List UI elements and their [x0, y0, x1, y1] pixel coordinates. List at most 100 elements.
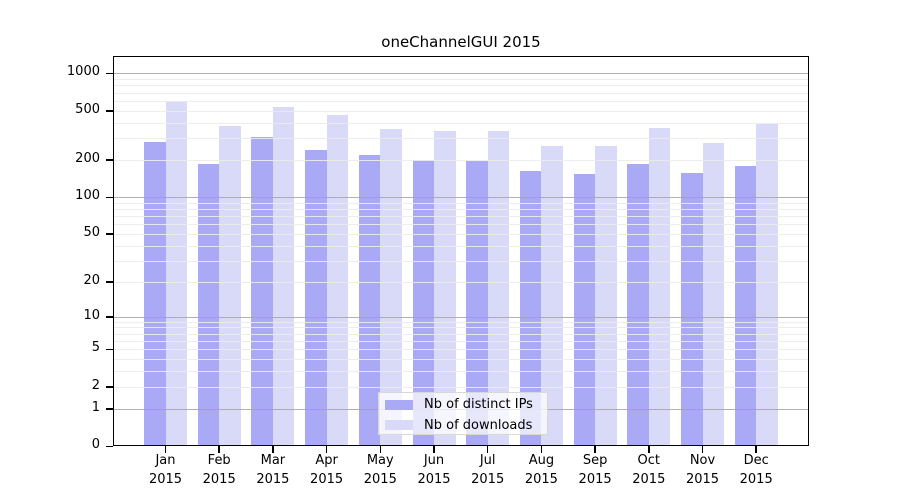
- y-tick: [106, 72, 113, 75]
- legend-item-distinct-ips: Nb of distinct IPs: [379, 396, 547, 414]
- x-tick-label: Sep 2015: [555, 451, 635, 489]
- minor-gridline: [113, 341, 809, 343]
- x-tick-label: Dec 2015: [716, 451, 796, 489]
- x-tick-label: May 2015: [340, 451, 420, 489]
- legend-label-distinct-ips: Nb of distinct IPs: [424, 397, 533, 412]
- major-gridline: [113, 197, 809, 199]
- y-tick: [106, 408, 113, 410]
- x-tick-label: Jan 2015: [126, 451, 206, 489]
- x-tick: [594, 446, 596, 453]
- x-tick-label: Mar 2015: [233, 451, 313, 489]
- y-tick-label: 5: [91, 340, 100, 356]
- x-tick: [164, 446, 167, 453]
- legend-swatch-distinct-ips: [385, 399, 413, 410]
- x-tick-label-year: 2015: [417, 472, 451, 487]
- minor-gridline: [113, 349, 809, 351]
- x-tick: [755, 446, 757, 453]
- x-tick-label: Aug 2015: [501, 451, 581, 489]
- bar-ips-jun: [412, 160, 434, 446]
- y-tick-label: 200: [75, 150, 100, 166]
- x-tick-label-month: Jan: [155, 453, 176, 468]
- minor-gridline: [113, 110, 809, 112]
- bar-downloads-may: [380, 129, 402, 446]
- x-tick-label: Apr 2015: [287, 451, 367, 489]
- bar-downloads-feb: [219, 126, 241, 446]
- x-tick-label-year: 2015: [310, 472, 344, 487]
- y-tick: [106, 196, 113, 199]
- legend-label-downloads: Nb of downloads: [424, 417, 533, 433]
- y-tick: [106, 348, 113, 351]
- minor-gridline: [113, 224, 809, 226]
- x-tick-label-month: Nov: [689, 453, 716, 468]
- y-tick-label: 1: [91, 399, 100, 415]
- x-tick-label: Feb 2015: [179, 451, 259, 489]
- bar-downloads-sep: [595, 145, 617, 446]
- legend: Nb of distinct IPs Nb of downloads: [378, 392, 548, 435]
- major-gridline: [113, 73, 809, 75]
- x-tick-label-year: 2015: [202, 472, 236, 487]
- y-tick: [106, 281, 113, 283]
- x-tick: [272, 446, 274, 453]
- x-tick: [433, 446, 435, 453]
- y-tick-label: 20: [83, 272, 100, 288]
- bar-ips-mar: [251, 137, 273, 446]
- gridlines-layer: [113, 56, 809, 446]
- y-tick: [106, 110, 113, 112]
- y-tick-label: 10: [83, 307, 100, 323]
- x-tick-label-year: 2015: [739, 472, 773, 487]
- minor-gridline: [113, 321, 809, 323]
- y-tick: [106, 316, 113, 318]
- x-tick: [701, 446, 704, 453]
- bar-downloads-nov: [702, 143, 724, 446]
- x-tick: [648, 446, 650, 453]
- bar-downloads-aug: [541, 146, 563, 446]
- minor-gridline: [113, 85, 809, 87]
- bar-ips-jan: [144, 142, 166, 446]
- y-tick: [106, 233, 113, 235]
- x-tick-label-year: 2015: [363, 472, 397, 487]
- minor-gridline: [113, 202, 809, 204]
- x-tick-label: Oct 2015: [609, 451, 689, 489]
- minor-gridline: [113, 92, 809, 94]
- x-tick-label-year: 2015: [256, 472, 290, 487]
- x-tick-label-month: Oct: [637, 453, 661, 468]
- x-tick-label: Nov 2015: [663, 451, 743, 489]
- x-tick-label-month: Mar: [260, 453, 286, 468]
- minor-gridline: [113, 260, 809, 262]
- x-tick-label-month: Sep: [582, 453, 608, 468]
- x-tick-label: Jul 2015: [448, 451, 528, 489]
- minor-gridline: [113, 333, 809, 335]
- y-tick-label: 500: [75, 101, 100, 117]
- minor-gridline: [113, 138, 809, 140]
- x-tick-label-month: Jun: [423, 453, 445, 468]
- y-tick: [106, 386, 113, 388]
- x-tick-label-month: Dec: [743, 453, 769, 468]
- y-tick-label: 100: [75, 188, 100, 204]
- bar-ips-may: [358, 155, 381, 446]
- bars-layer: [113, 56, 809, 446]
- bar-downloads-mar: [272, 107, 295, 446]
- y-tick-label: 2: [91, 377, 100, 393]
- minor-gridline: [113, 359, 809, 361]
- x-tick: [379, 446, 382, 453]
- minor-gridline: [113, 159, 809, 161]
- minor-gridline: [113, 208, 809, 210]
- x-tick-label: Jun 2015: [394, 451, 474, 489]
- bar-ips-nov: [681, 172, 703, 446]
- chart-title: oneChannelGUI 2015: [381, 33, 541, 51]
- minor-gridline: [113, 79, 809, 81]
- minor-gridline: [113, 371, 809, 373]
- y-tick-label: 50: [83, 224, 100, 240]
- y-tick: [106, 445, 113, 447]
- y-tick-label: 0: [91, 437, 100, 452]
- bar-ips-dec: [734, 165, 757, 446]
- x-tick-label-month: Aug: [528, 453, 555, 468]
- x-tick-label-year: 2015: [632, 472, 666, 487]
- x-tick: [325, 446, 328, 453]
- x-tick-label-year: 2015: [524, 472, 558, 487]
- bar-ips-jul: [466, 161, 488, 446]
- minor-gridline: [113, 122, 809, 124]
- x-tick-label-month: May: [366, 453, 394, 468]
- minor-gridline: [113, 233, 809, 235]
